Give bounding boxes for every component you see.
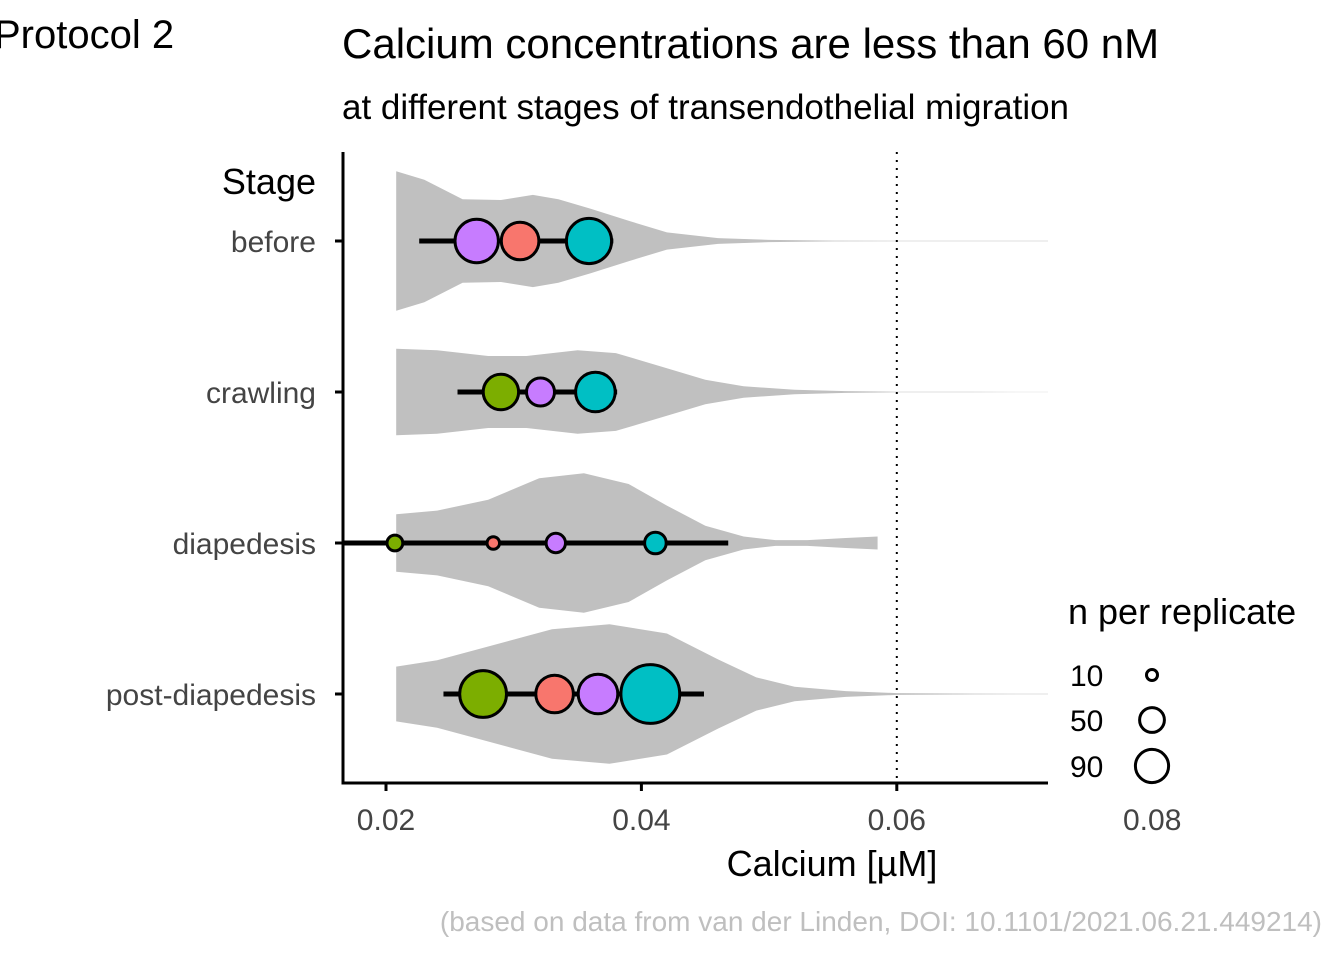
- chart-subtitle: at different stages of transendothelial …: [342, 88, 1069, 127]
- legend-label: 50: [1070, 705, 1103, 738]
- axes: before crawling diapedesis post-diapedesis 0…: [106, 152, 1181, 837]
- y-tick-label: before: [231, 226, 316, 259]
- x-tick-label: 0.06: [868, 804, 926, 837]
- replicate-point-diapedesis: [485, 535, 502, 551]
- legend-key-circle: [1145, 668, 1159, 682]
- violin-post-diapedesis: [396, 624, 1048, 764]
- replicate-point-before: [453, 217, 500, 265]
- replicate-point-crawling: [525, 376, 556, 408]
- panel-tag: Protocol 2: [0, 13, 174, 57]
- replicate-point-before: [564, 216, 614, 266]
- legend-background: [1052, 580, 1344, 790]
- legend-label: 90: [1070, 751, 1103, 784]
- replicate-point-diapedesis: [544, 531, 567, 555]
- replicate-point-crawling: [481, 372, 521, 412]
- violin-crawling: [396, 348, 1048, 436]
- y-tick-label: diapedesis: [173, 528, 316, 561]
- chart-title: Calcium concentrations are less than 60 …: [342, 20, 1159, 67]
- replicate-point-post-diapedesis: [458, 669, 509, 719]
- replicate-point-diapedesis: [643, 530, 668, 556]
- y-tick-label: crawling: [206, 377, 316, 410]
- x-tick-label: 0.08: [1123, 804, 1181, 837]
- plot-area: [343, 152, 1048, 783]
- replicate-point-post-diapedesis: [534, 673, 575, 715]
- x-axis-title: Calcium [µM]: [727, 843, 938, 884]
- x-tick-label: 0.04: [612, 804, 670, 837]
- legend-title: n per replicate: [1068, 591, 1296, 632]
- replicate-point-post-diapedesis: [619, 663, 682, 725]
- size-legend: n per replicate 10 50 90: [1052, 580, 1344, 790]
- replicate-point-before: [499, 220, 541, 262]
- source-caption: (based on data from van der Linden, DOI:…: [440, 906, 1322, 937]
- x-tick-label: 0.02: [357, 804, 415, 837]
- legend-key-circle: [1133, 747, 1171, 785]
- violin-before: [396, 171, 1048, 311]
- replicate-point-diapedesis: [385, 533, 405, 553]
- legend-key-circle: [1138, 706, 1166, 734]
- replicate-point-post-diapedesis: [576, 672, 620, 716]
- y-tick-label: post-diapedesis: [106, 679, 316, 712]
- replicate-point-crawling: [574, 370, 617, 414]
- legend-label: 10: [1070, 660, 1103, 693]
- y-axis-title: Stage: [222, 161, 316, 202]
